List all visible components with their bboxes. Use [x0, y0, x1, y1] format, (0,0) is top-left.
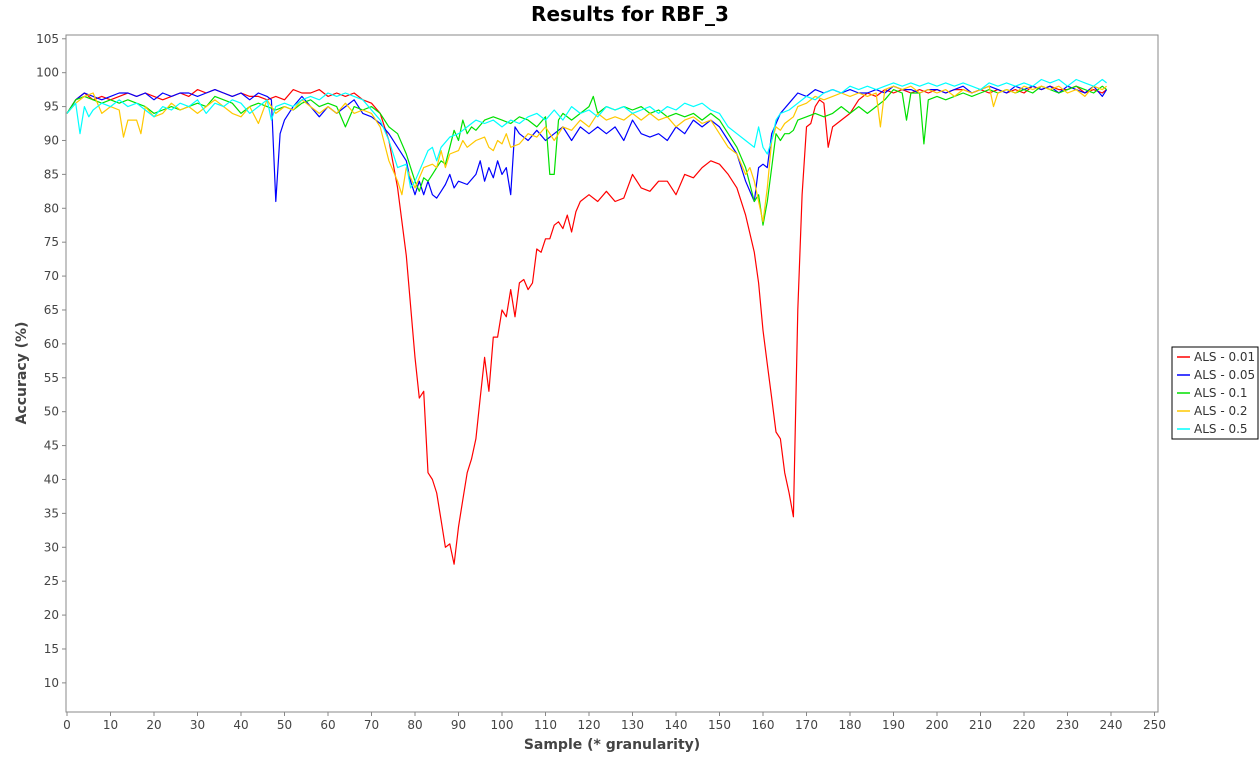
x-tick-label: 180	[839, 718, 862, 732]
legend: ALS - 0.01 ALS - 0.05 ALS - 0.1 ALS - 0.2 AL…	[1171, 346, 1259, 440]
y-tick-label: 65	[44, 303, 59, 317]
y-tick-label: 25	[44, 574, 59, 588]
x-tick-label: 100	[491, 718, 514, 732]
y-tick-label: 55	[44, 371, 59, 385]
x-tick-label: 150	[708, 718, 731, 732]
x-tick-label: 110	[534, 718, 557, 732]
y-tick-label: 10	[44, 676, 59, 690]
y-tick-label: 15	[44, 642, 59, 656]
x-tick-label: 230	[1056, 718, 1079, 732]
x-tick-label: 220	[1013, 718, 1036, 732]
y-axis: 10 15 20 25 30 35 40 45 50 55 60 65 70 75 80 85 90 95 100 1…	[36, 32, 66, 690]
legend-label: ALS - 0.1	[1194, 386, 1248, 400]
y-tick-label: 90	[44, 133, 59, 147]
y-tick-label: 60	[44, 337, 59, 351]
x-tick-label: 140	[665, 718, 688, 732]
x-tick-label: 10	[103, 718, 118, 732]
legend-label: ALS - 0.2	[1194, 404, 1248, 418]
y-tick-label: 80	[44, 201, 59, 215]
x-tick-label: 200	[926, 718, 949, 732]
y-tick-label: 75	[44, 235, 59, 249]
y-tick-label: 100	[36, 66, 59, 80]
y-axis-label: Accuracy (%)	[14, 322, 30, 425]
x-axis: 0 10 20 30 40 50 60 70 80 90 100 110 120 130 140 150 160…	[63, 712, 1166, 732]
series-line-1	[66, 85, 1108, 203]
x-tick-label: 90	[451, 718, 466, 732]
x-tick-label: 0	[63, 718, 71, 732]
y-tick-label: 30	[44, 540, 59, 554]
y-tick-label: 85	[44, 167, 59, 181]
plot-area	[65, 34, 1159, 713]
series-line-0	[66, 85, 1107, 565]
y-tick-label: 70	[44, 269, 59, 283]
chart-title: Results for RBF_3	[531, 2, 729, 26]
legend-label: ALS - 0.5	[1194, 422, 1248, 436]
x-tick-label: 70	[364, 718, 379, 732]
x-tick-label: 80	[407, 718, 422, 732]
legend-label: ALS - 0.05	[1194, 368, 1255, 382]
x-tick-label: 240	[1100, 718, 1123, 732]
x-tick-label: 60	[320, 718, 335, 732]
y-tick-label: 35	[44, 506, 59, 520]
y-tick-label: 45	[44, 439, 59, 453]
x-tick-label: 250	[1143, 718, 1166, 732]
x-axis-label: Sample (* granularity)	[524, 737, 700, 753]
series-line-3	[66, 85, 1107, 223]
x-tick-label: 130	[621, 718, 644, 732]
x-tick-label: 210	[969, 718, 992, 732]
x-tick-label: 170	[795, 718, 818, 732]
x-tick-label: 40	[233, 718, 248, 732]
y-tick-label: 95	[44, 100, 59, 114]
series-line-4	[66, 78, 1107, 189]
y-tick-label: 20	[44, 608, 59, 622]
x-tick-label: 190	[882, 718, 905, 732]
y-tick-label: 105	[36, 32, 59, 46]
x-tick-label: 160	[752, 718, 775, 732]
series-layer	[66, 78, 1108, 565]
y-tick-label: 50	[44, 405, 59, 419]
x-tick-label: 30	[190, 718, 205, 732]
x-tick-label: 50	[277, 718, 292, 732]
legend-label: ALS - 0.01	[1194, 350, 1255, 364]
x-tick-label: 20	[146, 718, 161, 732]
y-tick-label: 40	[44, 472, 59, 486]
x-tick-label: 120	[578, 718, 601, 732]
